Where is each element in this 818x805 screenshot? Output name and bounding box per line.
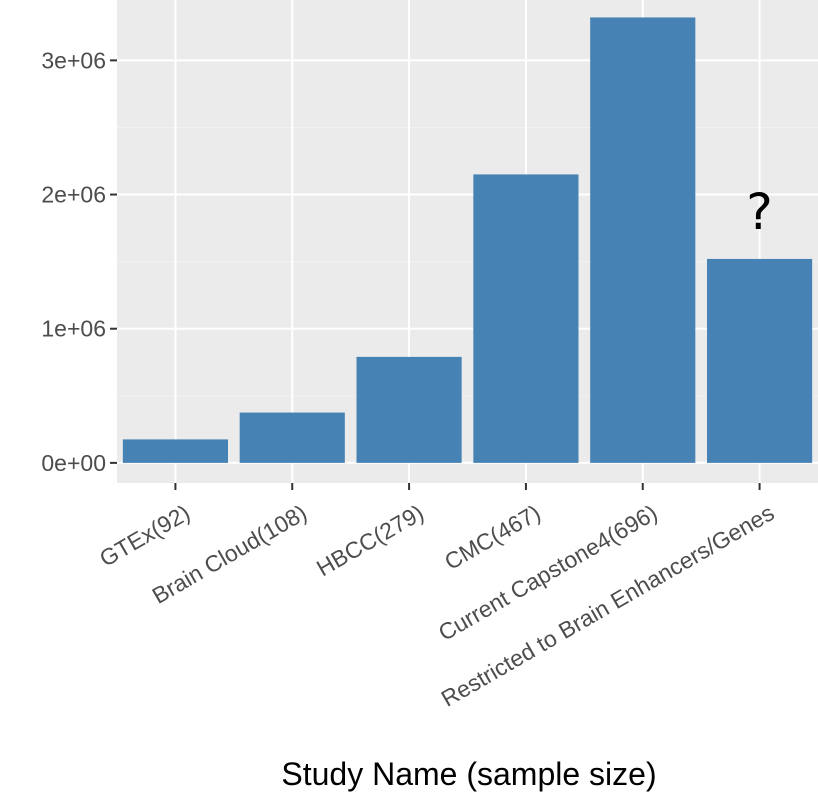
y-tick-label: 2e+06 — [41, 182, 106, 208]
bar — [590, 17, 696, 463]
x-axis-title: Study Name (sample size) — [281, 756, 656, 792]
plot-panel — [117, 0, 818, 483]
y-tick-label: 3e+06 — [41, 47, 106, 73]
annotations: ? — [746, 183, 773, 241]
x-axis-ticks: GTEx(92)Brain Cloud(108) HBCC(279) CMC(467… — [95, 483, 778, 712]
bar — [122, 439, 228, 463]
question-mark-annotation: ? — [746, 183, 773, 241]
bars — [122, 17, 813, 463]
bar — [356, 356, 462, 463]
y-axis-ticks: 0e+00 1e+06 2e+06 3e+06 — [41, 47, 117, 476]
y-tick-label: 0e+00 — [41, 450, 106, 476]
x-tick-label: GTEx(92) — [95, 499, 194, 571]
bar — [707, 258, 813, 463]
y-tick-label: 1e+06 — [41, 316, 106, 342]
bar — [473, 174, 579, 463]
x-tick-label: Current Capstone4(696) — [434, 499, 662, 646]
x-tick-label: HBCC(279) — [312, 499, 428, 581]
bar — [239, 412, 345, 463]
x-tick-label: CMC(467) — [440, 499, 545, 575]
